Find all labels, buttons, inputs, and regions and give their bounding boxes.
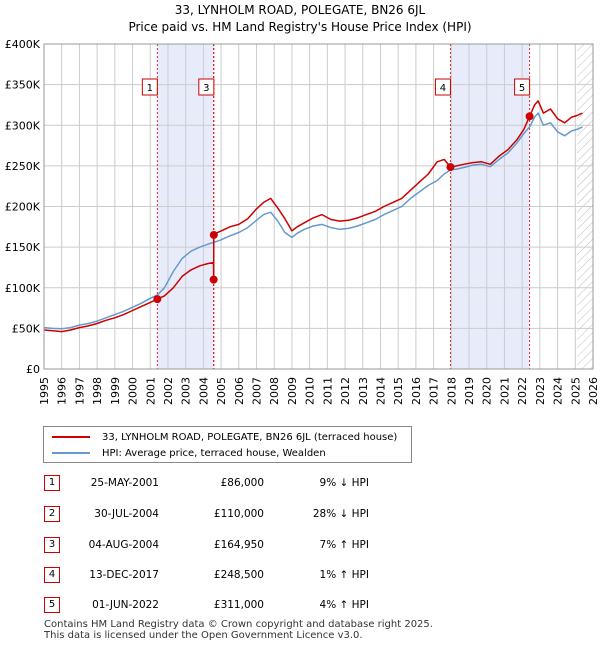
transaction-date: 25-MAY-2001: [90, 477, 159, 489]
x-tick-label: 2026: [587, 377, 600, 405]
x-tick-label: 2023: [534, 377, 547, 405]
legend-item-hpi: HPI: Average price, terraced house, Weal…: [52, 446, 326, 460]
x-tick-label: 2020: [481, 377, 494, 405]
x-tick-label: 2006: [233, 377, 246, 405]
x-tick-label: 2008: [268, 377, 281, 405]
transaction-price: £311,000: [213, 599, 264, 611]
x-tick-label: 2013: [357, 377, 370, 405]
y-tick-label: £150K: [5, 241, 41, 254]
x-tick-label: 2015: [392, 377, 405, 405]
legend-label-hpi: HPI: Average price, terraced house, Weal…: [102, 447, 326, 459]
legend-swatch-hpi: [52, 452, 90, 454]
x-tick-label: 1997: [73, 377, 86, 405]
transaction-price: £248,500: [213, 569, 264, 581]
series-line-hpi: [43, 112, 583, 330]
chart-subtitle: Price paid vs. HM Land Registry's House …: [128, 20, 471, 34]
x-tick-label: 2021: [498, 377, 511, 405]
transaction-date: 04-AUG-2004: [88, 539, 159, 551]
y-tick-label: £250K: [5, 160, 41, 173]
series-line-property: [43, 100, 583, 333]
x-tick-label: 2017: [428, 377, 441, 405]
sale-marker-box: [141, 78, 158, 96]
x-tick-label: 1996: [56, 377, 69, 405]
x-tick-label: 1998: [91, 377, 104, 405]
legend-item-property: 33, LYNHOLM ROAD, POLEGATE, BN26 6JL (te…: [52, 430, 397, 444]
x-tick-label: 2025: [569, 377, 582, 405]
transaction-number: 3: [44, 537, 60, 553]
transaction-hpi: 7% ↑ HPI: [319, 539, 369, 551]
transaction-number: 1: [44, 475, 60, 491]
y-tick-label: £200K: [5, 201, 41, 214]
sale-point: [446, 163, 455, 172]
y-tick-label: £50K: [12, 322, 41, 335]
sale-marker-box: [198, 78, 215, 96]
x-tick-label: 2000: [127, 377, 140, 405]
transaction-date: 30-JUL-2004: [94, 508, 159, 520]
x-tick-label: 2014: [374, 377, 387, 405]
transaction-hpi: 9% ↓ HPI: [319, 477, 369, 489]
transaction-hpi: 4% ↑ HPI: [319, 599, 369, 611]
x-tick-label: 2016: [410, 377, 423, 405]
x-tick-label: 2004: [197, 377, 210, 405]
transaction-date: 13-DEC-2017: [89, 569, 159, 581]
x-tick-label: 2024: [552, 377, 565, 405]
transaction-price: £86,000: [220, 477, 264, 489]
x-tick-label: 2012: [339, 377, 352, 405]
sale-marker-box: [514, 78, 531, 96]
x-tick-label: 1999: [109, 377, 122, 405]
table-row: 2 30-JUL-2004 £110,000 28% ↓ HPI: [44, 506, 584, 524]
x-tick-label: 2010: [304, 377, 317, 405]
y-tick-label: £300K: [5, 119, 41, 132]
footer-line-licence: This data is licensed under the Open Gov…: [44, 630, 363, 641]
table-row: 5 01-JUN-2022 £311,000 4% ↑ HPI: [44, 597, 584, 615]
x-tick-label: 2018: [445, 377, 458, 405]
sale-marker-label: 5: [519, 83, 525, 94]
transaction-hpi: 28% ↓ HPI: [312, 508, 369, 520]
sale-point: [153, 295, 162, 304]
x-tick-label: 2022: [516, 377, 529, 405]
legend-swatch-property: [52, 436, 90, 438]
x-tick-label: 2009: [286, 377, 299, 405]
transaction-number: 2: [44, 506, 60, 522]
x-tick-label: 2002: [162, 377, 175, 405]
x-tick-label: 2005: [215, 377, 228, 405]
table-row: 3 04-AUG-2004 £164,950 7% ↑ HPI: [44, 537, 584, 555]
legend-label-property: 33, LYNHOLM ROAD, POLEGATE, BN26 6JL (te…: [102, 431, 398, 443]
x-tick-label: 2001: [144, 377, 157, 405]
table-row: 4 13-DEC-2017 £248,500 1% ↑ HPI: [44, 567, 584, 585]
transaction-number: 4: [44, 567, 60, 583]
x-tick-label: 2003: [180, 377, 193, 405]
y-tick-label: £400K: [5, 38, 41, 51]
y-tick-label: £100K: [5, 282, 41, 295]
table-row: 1 25-MAY-2001 £86,000 9% ↓ HPI: [44, 475, 584, 493]
transaction-price: £164,950: [213, 539, 264, 551]
sale-marker-label: 4: [440, 83, 446, 94]
footer-notice: Contains HM Land Registry data © Crown c…: [44, 619, 433, 641]
sale-marker-box: [434, 78, 451, 96]
sale-marker-label: 3: [203, 83, 209, 94]
transaction-hpi: 1% ↑ HPI: [319, 569, 369, 581]
chart-legend: 33, LYNHOLM ROAD, POLEGATE, BN26 6JL (te…: [43, 426, 412, 463]
plot-frame: [43, 43, 594, 370]
sale-marker-label: 1: [147, 83, 153, 94]
sale-point: [209, 230, 218, 239]
transaction-number: 5: [44, 597, 60, 613]
y-tick-label: £0: [26, 363, 40, 376]
footer-line-copyright: Contains HM Land Registry data © Crown c…: [44, 619, 433, 630]
x-tick-label: 1995: [38, 377, 51, 405]
x-tick-label: 2019: [463, 377, 476, 405]
sale-point: [209, 275, 218, 284]
x-tick-label: 2011: [321, 377, 334, 405]
x-tick-label: 2007: [251, 377, 264, 405]
y-tick-label: £350K: [5, 79, 41, 92]
transaction-price: £110,000: [213, 508, 264, 520]
sale-point: [525, 112, 534, 121]
transaction-date: 01-JUN-2022: [92, 599, 159, 611]
chart-title: 33, LYNHOLM ROAD, POLEGATE, BN26 6JL: [175, 3, 426, 17]
price-chart: 33, LYNHOLM ROAD, POLEGATE, BN26 6JL Pri…: [5, 3, 600, 405]
